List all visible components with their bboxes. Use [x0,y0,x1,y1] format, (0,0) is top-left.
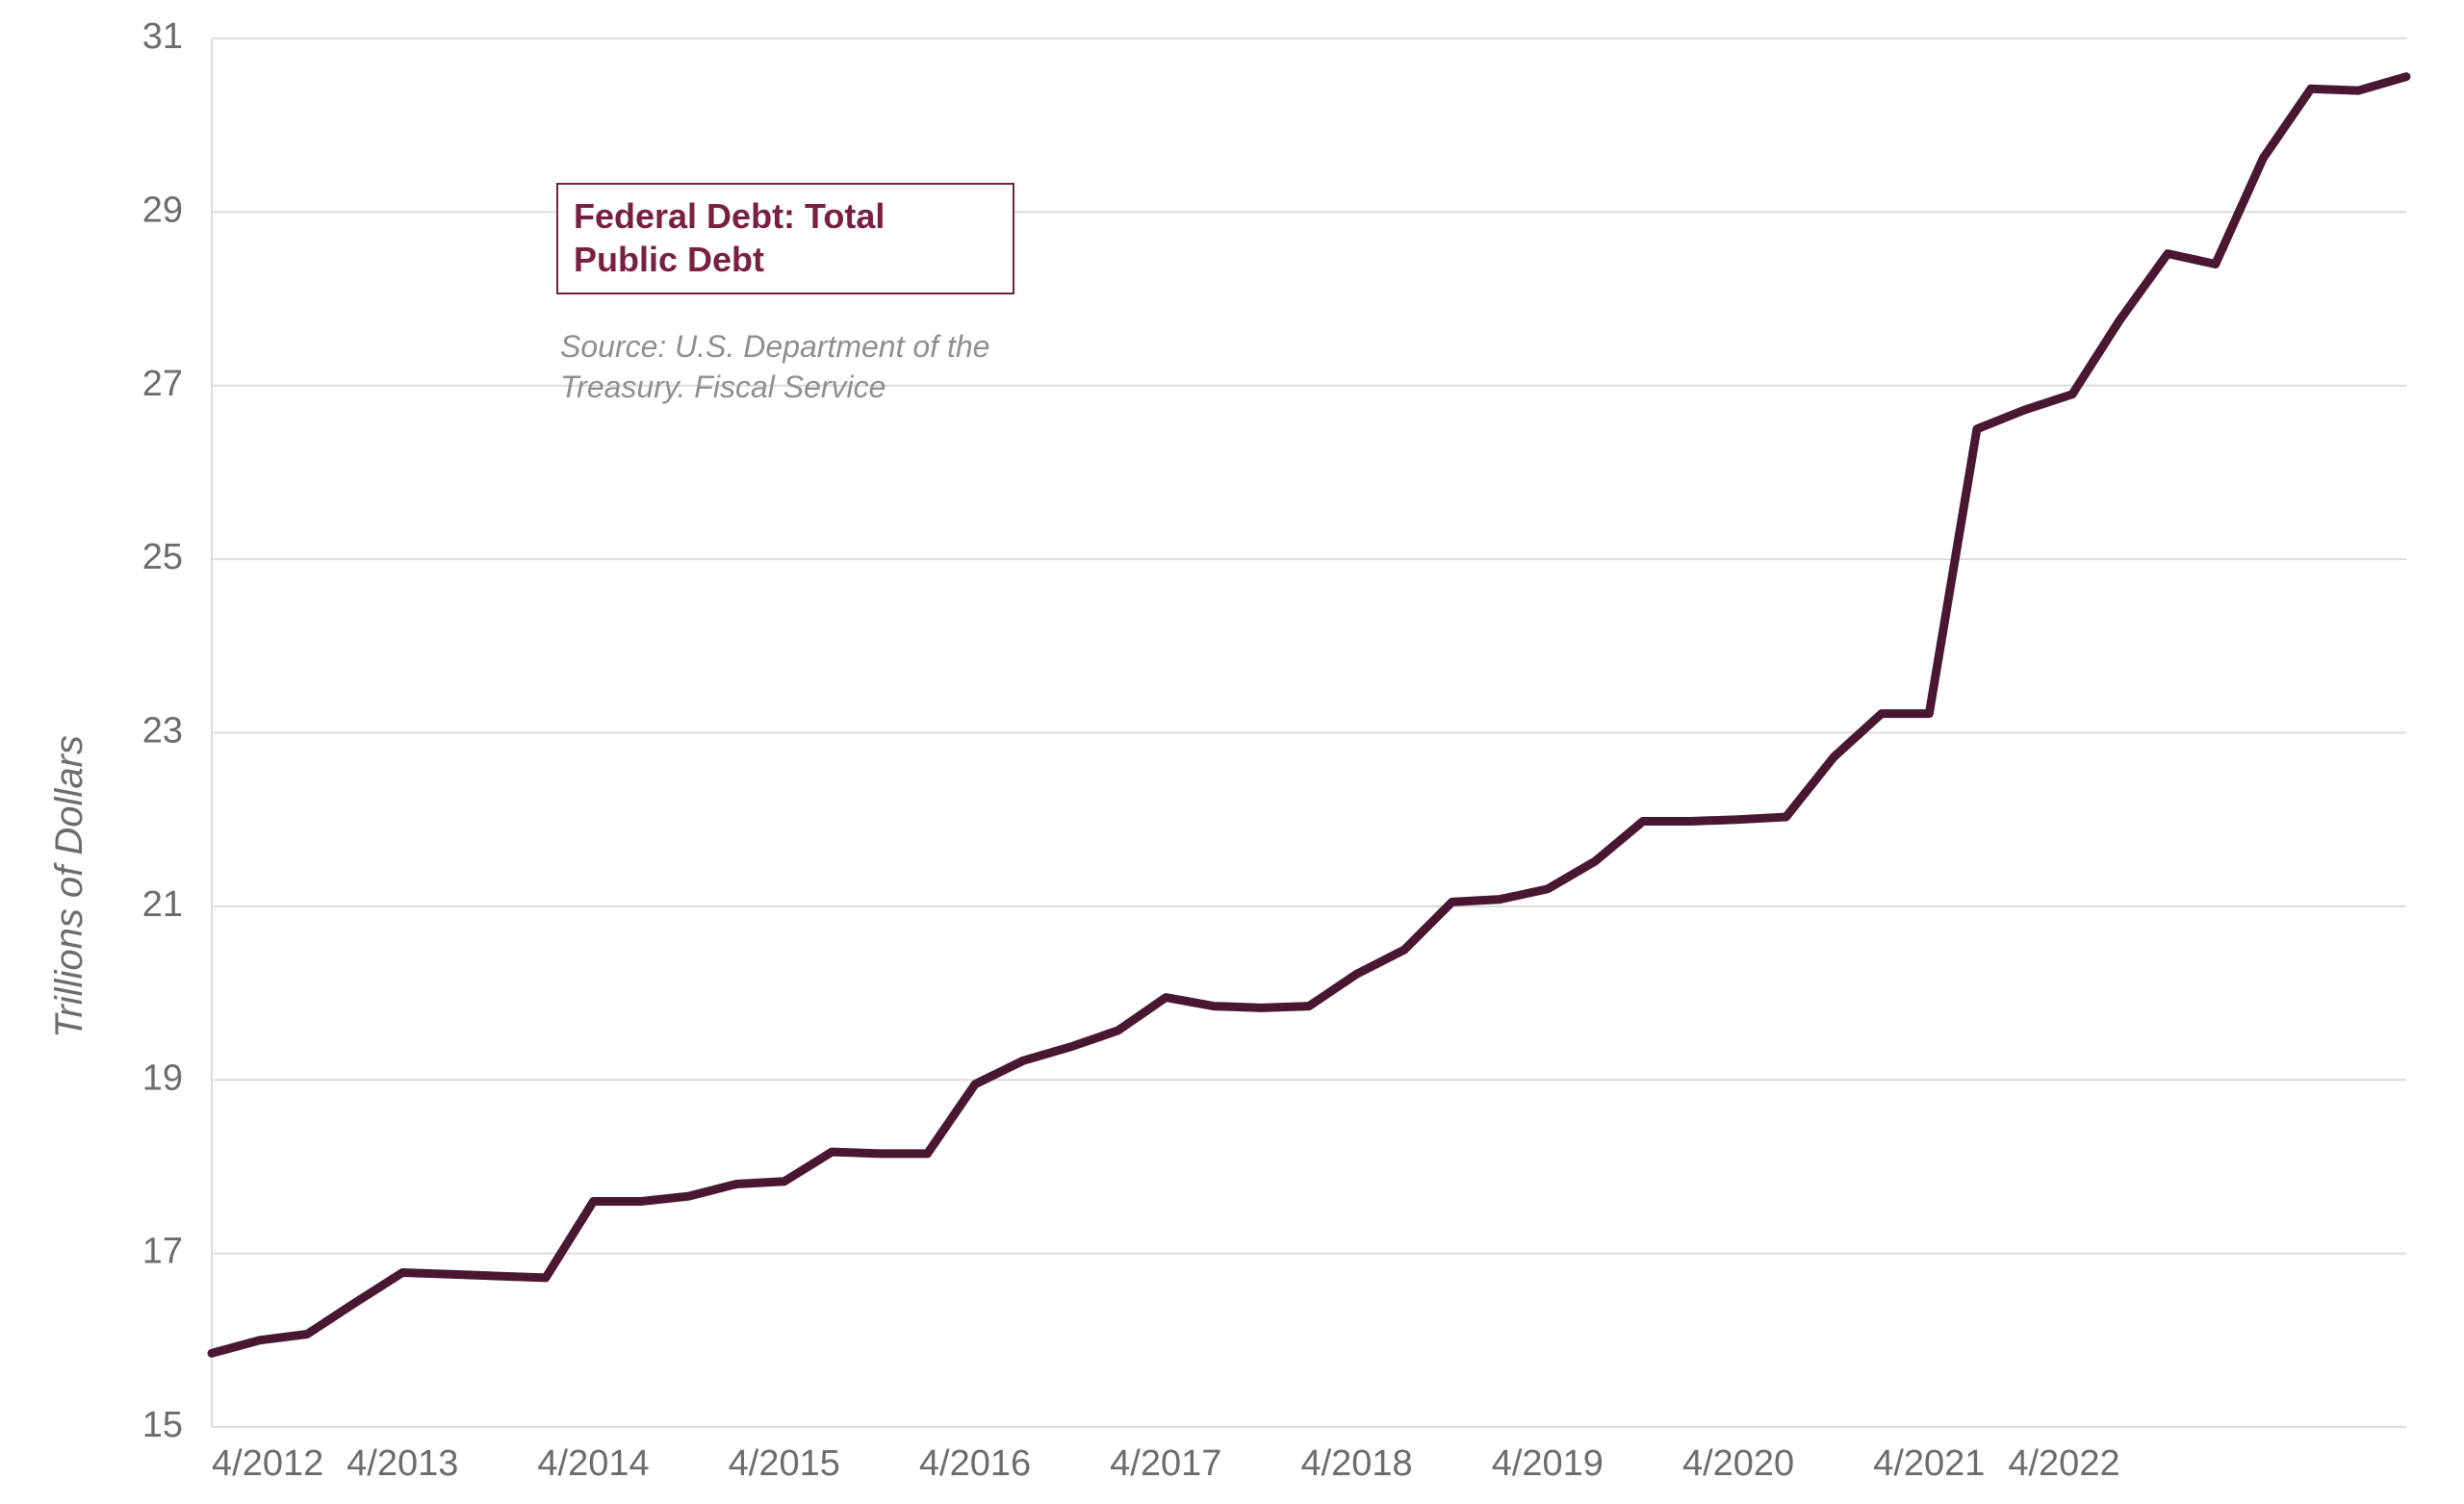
svg-text:4/2019: 4/2019 [1492,1443,1604,1484]
svg-text:21: 21 [142,884,183,925]
svg-text:4/2022: 4/2022 [2008,1443,2119,1484]
svg-text:4/2015: 4/2015 [729,1443,840,1484]
svg-text:25: 25 [142,537,183,577]
chart-container: 15 17 19 21 23 25 27 29 31 4/2012 4/2013 4/2014 4/20… [0,0,2464,1504]
svg-text:17: 17 [142,1232,183,1272]
svg-text:4/2012: 4/2012 [212,1443,323,1484]
svg-text:15: 15 [142,1405,183,1445]
svg-text:29: 29 [142,190,183,230]
svg-text:4/2016: 4/2016 [919,1443,1031,1484]
svg-text:4/2018: 4/2018 [1300,1443,1412,1484]
chart-source: Source: U.S. Department of the Treasury.… [560,327,1013,407]
svg-text:27: 27 [142,364,183,404]
y-axis-title: Trillions of Dollars [48,735,91,1038]
chart-legend: Federal Debt: Total Public Debt [556,183,1014,294]
svg-text:4/2014: 4/2014 [537,1443,649,1484]
line-chart: 15 17 19 21 23 25 27 29 31 4/2012 4/2013 4/2014 4/20… [0,0,2464,1504]
svg-text:4/2020: 4/2020 [1682,1443,1794,1484]
svg-text:4/2017: 4/2017 [1110,1443,1221,1484]
svg-text:4/2021: 4/2021 [1873,1443,1985,1484]
svg-text:31: 31 [142,16,183,57]
svg-text:4/2013: 4/2013 [346,1443,458,1484]
svg-text:19: 19 [142,1058,183,1098]
svg-text:23: 23 [142,711,183,752]
